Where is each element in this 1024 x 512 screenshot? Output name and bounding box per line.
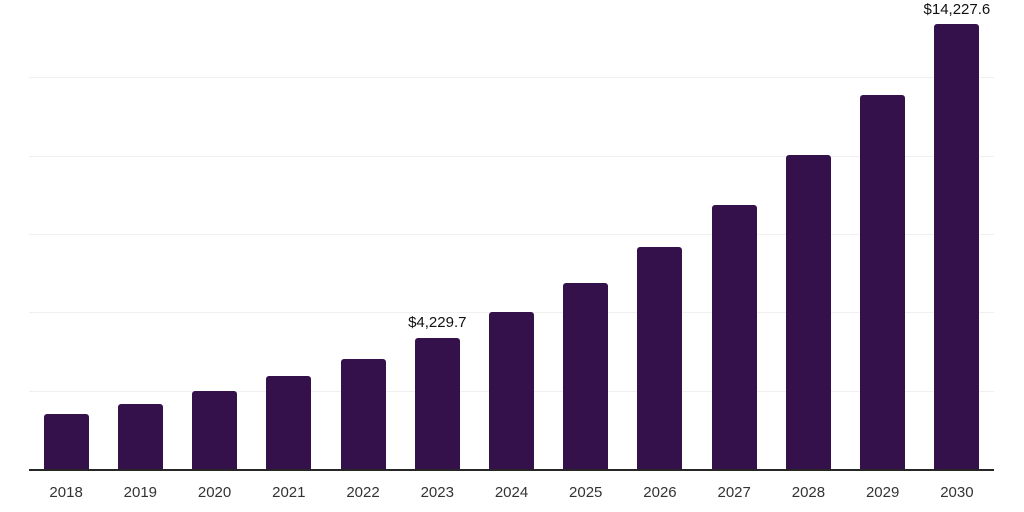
bar-2026	[637, 247, 683, 470]
bar-2024	[489, 312, 534, 470]
x-tick-label-2027: 2027	[717, 484, 751, 501]
x-tick-label-2028: 2028	[791, 484, 826, 501]
bar-2030	[934, 24, 980, 470]
x-tick-label-2021: 2021	[272, 484, 306, 501]
x-tick-label-2030: 2030	[940, 484, 974, 501]
bar-2025	[563, 282, 609, 470]
value-label-2030: $14,227.6	[923, 1, 991, 19]
bar-2020	[192, 391, 238, 470]
x-tick-label-2022: 2022	[346, 484, 380, 501]
x-tick-label-2020: 2020	[197, 484, 232, 501]
bar-2018	[43, 414, 89, 470]
x-tick-label-2026: 2026	[643, 484, 677, 501]
gridline-7500	[29, 234, 994, 235]
bar-2027	[711, 205, 757, 470]
x-tick-label-2024: 2024	[494, 484, 529, 501]
x-tick-label-2029: 2029	[865, 484, 900, 501]
x-tick-label-2025: 2025	[569, 484, 603, 501]
x-tick-label-2023: 2023	[420, 484, 454, 501]
bar-2028	[785, 154, 831, 470]
bar-2023	[414, 337, 460, 470]
bar-2022	[340, 358, 386, 470]
gridline-10000	[29, 155, 994, 157]
bar-2021	[266, 376, 312, 470]
x-tick-label-2019: 2019	[123, 484, 158, 501]
value-label-2023: $4,229.7	[408, 314, 467, 332]
bar-2029	[860, 95, 906, 470]
x-tick-label-2018: 2018	[49, 484, 83, 501]
gridline-12500	[29, 77, 994, 79]
bar-2019	[117, 403, 163, 470]
x-axis-line	[29, 469, 994, 471]
